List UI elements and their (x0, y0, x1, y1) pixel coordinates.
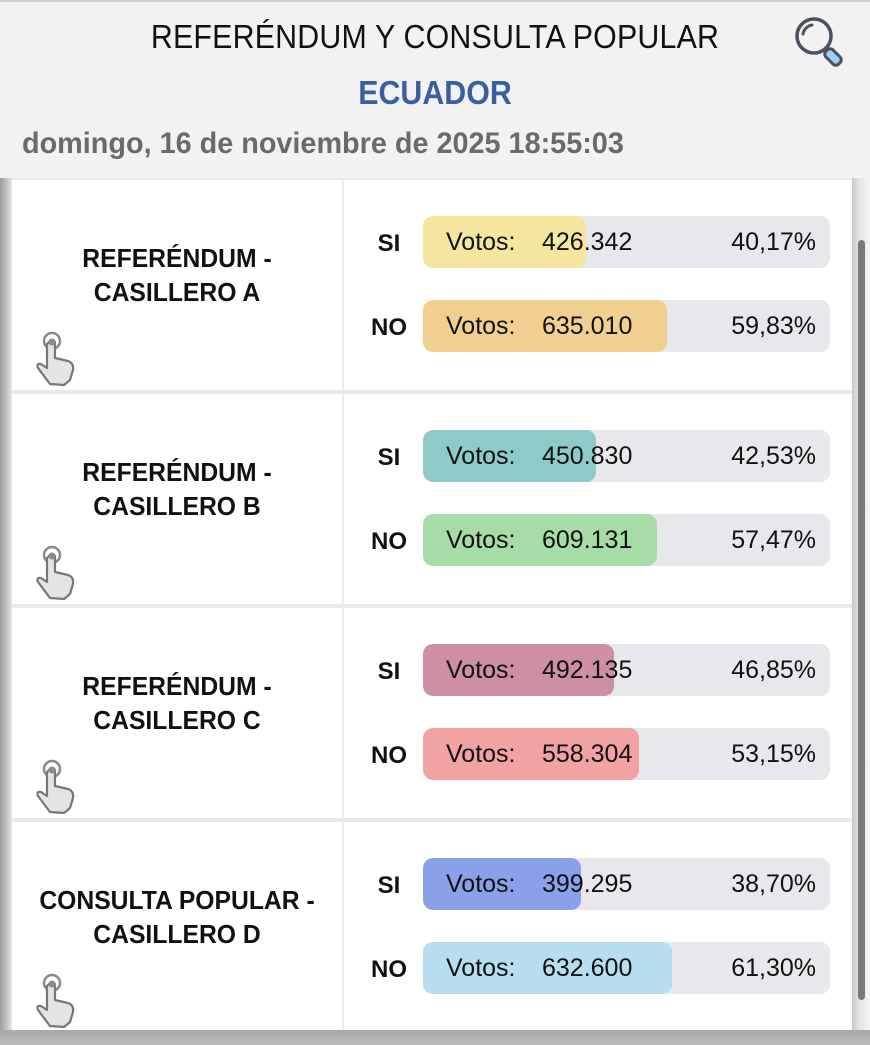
result-row-casillero-d: CONSULTA POPULAR - CASILLERO D SI Votos:… (12, 822, 852, 1032)
votes-label: Votos: (446, 740, 516, 768)
casillero-label: REFERÉNDUM - CASILLERO B (20, 455, 334, 523)
top-border (0, 0, 870, 2)
panel-left-edge (0, 178, 12, 1033)
percent-value: 61,30% (731, 954, 816, 982)
column-divider (342, 394, 344, 604)
result-row-casillero-c: REFERÉNDUM - CASILLERO C SI Votos: 492.1… (12, 608, 852, 818)
no-result-bar[interactable]: Votos: 558.304 53,15% (423, 728, 830, 780)
tap-hand-icon (36, 331, 75, 386)
casillero-label-line1: REFERÉNDUM - (82, 243, 272, 273)
no-bar-fill (423, 514, 657, 566)
country-name: ECUADOR (358, 74, 512, 111)
result-row-casillero-b: REFERÉNDUM - CASILLERO B SI Votos: 450.8… (12, 394, 852, 604)
no-bar-fill (423, 300, 667, 352)
option-si-label: SI (377, 444, 401, 471)
header: REFERÉNDUM Y CONSULTA POPULAR ECUADOR do… (0, 0, 870, 178)
page-title-text: REFERÉNDUM Y CONSULTA POPULAR (150, 18, 720, 55)
casillero-label-line1: CONSULTA POPULAR - (39, 885, 315, 915)
casillero-label-line2: CASILLERO A (93, 277, 261, 307)
casillero-a-button[interactable]: REFERÉNDUM - CASILLERO A (12, 180, 342, 390)
page-title: REFERÉNDUM Y CONSULTA POPULAR (35, 18, 835, 56)
si-bar-fill (423, 644, 614, 696)
casillero-b-button[interactable]: REFERÉNDUM - CASILLERO B (12, 394, 342, 604)
votes-label: Votos: (446, 870, 516, 898)
votes-value: 450.830 (542, 442, 633, 470)
scrollbar-thumb[interactable] (858, 240, 865, 1000)
search-button[interactable] (788, 10, 852, 70)
percent-value: 40,17% (731, 228, 816, 256)
votes-label: Votos: (446, 526, 516, 554)
votes-value: 492.135 (542, 656, 633, 684)
votes-value: 558.304 (542, 740, 633, 768)
si-bar-fill (423, 216, 587, 268)
result-row-casillero-a: REFERÉNDUM - CASILLERO A SI Votos: 426.3… (12, 180, 852, 390)
percent-value: 46,85% (731, 656, 816, 684)
si-result-bar[interactable]: Votos: 450.830 42,53% (423, 430, 830, 482)
tap-hand-icon (36, 759, 75, 814)
votes-label: Votos: (446, 442, 516, 470)
si-result-bar[interactable]: Votos: 399.295 38,70% (423, 858, 830, 910)
option-no-label: NO (371, 742, 407, 769)
si-bar-fill (423, 430, 597, 482)
datetime: domingo, 16 de noviembre de 2025 18:55:0… (22, 127, 624, 160)
casillero-label: CONSULTA POPULAR - CASILLERO D (20, 883, 334, 951)
option-no-label: NO (371, 528, 407, 555)
casillero-label-line1: REFERÉNDUM - (82, 671, 272, 701)
panel-bottom-edge (0, 1030, 870, 1045)
option-si-label: SI (377, 658, 401, 685)
column-divider (342, 822, 344, 1032)
tap-hand-icon (36, 545, 75, 600)
option-no-label: NO (371, 956, 407, 983)
casillero-label-line2: CASILLERO B (93, 491, 261, 521)
casillero-d-button[interactable]: CONSULTA POPULAR - CASILLERO D (12, 822, 342, 1032)
votes-value: 635.010 (542, 312, 633, 340)
option-si-label: SI (377, 872, 401, 899)
column-divider (342, 180, 344, 390)
votes-value: 426.342 (542, 228, 633, 256)
votes-value: 399.295 (542, 870, 633, 898)
search-icon (795, 17, 843, 67)
percent-value: 57,47% (731, 526, 816, 554)
si-result-bar[interactable]: Votos: 426.342 40,17% (423, 216, 830, 268)
votes-label: Votos: (446, 656, 516, 684)
percent-value: 42,53% (731, 442, 816, 470)
votes-label: Votos: (446, 954, 516, 982)
no-bar-fill (423, 728, 640, 780)
no-bar-fill (423, 942, 673, 994)
casillero-label: REFERÉNDUM - CASILLERO C (20, 669, 334, 737)
option-no-label: NO (371, 314, 407, 341)
tap-hand-icon (36, 973, 75, 1028)
si-result-bar[interactable]: Votos: 492.135 46,85% (423, 644, 830, 696)
casillero-label-line1: REFERÉNDUM - (82, 457, 272, 487)
votes-label: Votos: (446, 228, 516, 256)
si-bar-fill (423, 858, 581, 910)
casillero-label-line2: CASILLERO D (93, 919, 261, 949)
votes-label: Votos: (446, 312, 516, 340)
no-result-bar[interactable]: Votos: 632.600 61,30% (423, 942, 830, 994)
votes-value: 632.600 (542, 954, 633, 982)
casillero-c-button[interactable]: REFERÉNDUM - CASILLERO C (12, 608, 342, 818)
percent-value: 53,15% (731, 740, 816, 768)
no-result-bar[interactable]: Votos: 635.010 59,83% (423, 300, 830, 352)
casillero-label-line2: CASILLERO C (93, 705, 261, 735)
no-result-bar[interactable]: Votos: 609.131 57,47% (423, 514, 830, 566)
casillero-label: REFERÉNDUM - CASILLERO A (20, 241, 334, 309)
percent-value: 59,83% (731, 312, 816, 340)
percent-value: 38,70% (731, 870, 816, 898)
column-divider (342, 608, 344, 818)
option-si-label: SI (377, 230, 401, 257)
votes-value: 609.131 (542, 526, 633, 554)
